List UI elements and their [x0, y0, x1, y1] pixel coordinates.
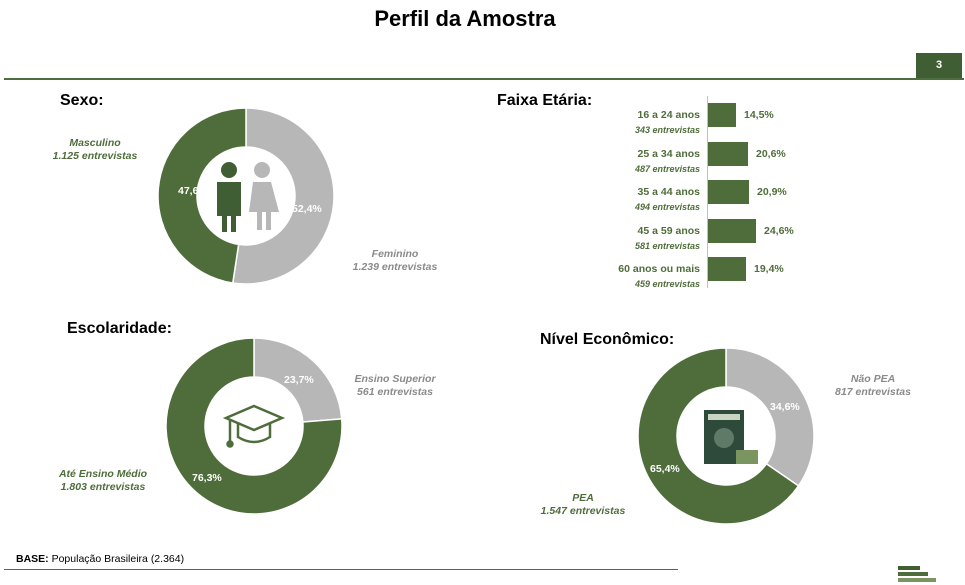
ensino-superior-label: Ensino Superior 561 entrevistas [354, 373, 436, 398]
masculino-pct: 47,6% [178, 185, 208, 197]
bar [708, 218, 756, 243]
masculino-label: Masculino 1.125 entrevistas [52, 137, 138, 162]
donut-slice-feminino [231, 107, 335, 285]
bar-category-label: 35 a 44 anos [637, 186, 700, 198]
bar-category-label: 25 a 34 anos [637, 147, 700, 160]
bar-value-label: 20,9% [757, 186, 787, 198]
corner-logo [898, 566, 936, 582]
escolaridade-donut: 23,7% 76,3% [165, 337, 343, 515]
bar-count-label: 487 entrevistas [634, 163, 700, 174]
ate-ensino-medio-pct: 76,3% [192, 472, 222, 484]
ensino-superior-pct: 23,7% [284, 374, 314, 386]
bar-category-label: 60 anos ou mais [618, 263, 700, 275]
nao-pea-label: Não PEA 817 entrevistas [835, 373, 911, 398]
ate-ensino-medio-label: Até Ensino Médio 1.803 entrevistas [58, 468, 148, 493]
bar [708, 103, 736, 127]
bar-category-label: 45 a 59 anos [637, 224, 700, 237]
bar-count-label: 459 entrevistas [634, 279, 700, 289]
page-title: Perfil da Amostra [374, 6, 556, 31]
graduation-cap-icon [222, 404, 286, 448]
bar-value-label: 14,5% [744, 109, 774, 121]
bar-value-label: 20,6% [756, 147, 786, 160]
bar-count-label: 343 entrevistas [634, 125, 700, 135]
footer-divider [4, 569, 678, 570]
nivel-economico-title: Nível Econômico: [540, 331, 675, 348]
bar [708, 257, 746, 281]
donut-slice-n-o-pea [725, 347, 815, 487]
donut-slice-pea [637, 347, 800, 525]
male-female-icon [217, 162, 279, 232]
feminino-pct: 52,4% [292, 203, 322, 215]
work-card-icon [704, 410, 758, 464]
faixa-etaria-title: Faixa Etária: [497, 92, 593, 109]
sexo-donut: 47,6% 52,4% [157, 107, 335, 285]
bar-value-label: 24,6% [764, 224, 794, 237]
bar-count-label: 581 entrevistas [634, 240, 700, 251]
pea-pct: 65,4% [650, 463, 680, 475]
donut-slice-at-ensino-m-dio [165, 337, 343, 515]
bar-axis [707, 96, 708, 288]
feminino-label: Feminino 1.239 entrevistas [352, 248, 438, 273]
donut-slice-masculino [157, 107, 247, 284]
header-divider [4, 78, 964, 80]
bar [708, 141, 748, 166]
base-note: BASE: População Brasileira (2.364) [16, 553, 185, 565]
bar-category-label: 16 a 24 anos [637, 109, 700, 121]
bar-value-label: 19,4% [754, 263, 784, 275]
pea-label: PEA 1.547 entrevistas [540, 492, 626, 517]
nivel-economico-donut: 34,6% 65,4% [637, 347, 815, 525]
nao-pea-pct: 34,6% [770, 401, 800, 413]
bar-count-label: 494 entrevistas [634, 202, 700, 212]
page-number-badge: 3 [916, 53, 962, 78]
sexo-title: Sexo: [60, 92, 104, 109]
escolaridade-title: Escolaridade: [67, 320, 172, 337]
bar [708, 180, 749, 204]
